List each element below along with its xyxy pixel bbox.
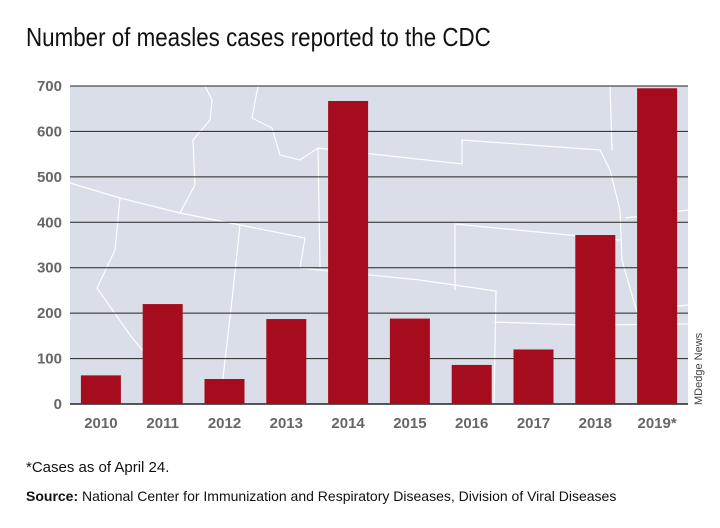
map-line [219,224,241,405]
y-tick-label: 700 [37,78,62,95]
x-tick-label: 2015 [393,415,426,432]
source-label: Source: [26,488,79,504]
bar-2017 [513,349,554,404]
bar-2019 [637,88,678,405]
map-line [609,85,613,151]
x-tick-label: 2011 [146,415,179,432]
bar-2012 [204,379,245,404]
x-axis-ticks: 2010 2011 2012 2013 2014 2015 2016 2017 2018 2019… [84,415,677,432]
bar-2010 [80,375,121,404]
chart-title: Number of measles cases reported to the … [26,22,491,52]
bar-2014 [328,100,369,405]
y-tick-label: 200 [37,305,62,322]
bar-2018 [575,235,616,404]
map-line [619,209,641,323]
map-line [251,85,319,161]
source-text: National Center for Immunization and Res… [82,488,617,504]
y-tick-label: 500 [37,169,62,186]
x-tick-label: 2010 [84,415,117,432]
map-line [317,147,321,269]
map-line [299,237,497,405]
map-line [179,85,213,214]
x-tick-label: 2019* [637,415,676,432]
y-tick-label: 0 [54,396,62,413]
x-tick-label: 2013 [270,415,303,432]
y-tick-label: 300 [37,260,62,277]
bar-2015 [389,318,430,404]
y-tick-label: 400 [37,214,62,231]
y-tick-label: 100 [37,351,62,368]
x-tick-label: 2017 [517,415,550,432]
bar-2011 [142,304,183,404]
bar-2016 [451,364,492,404]
credit-label: MDedge News [693,332,705,405]
bars [80,88,678,405]
x-tick-label: 2012 [208,415,241,432]
x-tick-label: 2014 [331,415,365,432]
bar-2013 [266,319,307,404]
x-tick-label: 2016 [455,415,488,432]
x-tick-label: 2018 [579,415,612,432]
footnote: *Cases as of April 24. [26,459,170,476]
y-tick-label: 600 [37,123,62,140]
source-line: Source: National Center for Immunization… [26,488,616,504]
y-axis-ticks: 0 100 200 300 400 500 600 700 [37,78,62,413]
